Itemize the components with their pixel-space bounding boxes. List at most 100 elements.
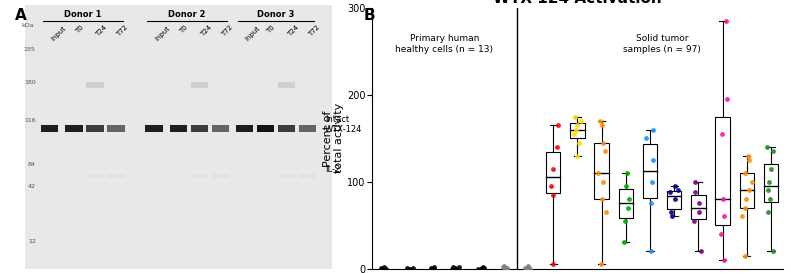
Point — [687, 219, 700, 223]
Point — [551, 123, 564, 128]
Point — [478, 266, 490, 270]
Text: Input: Input — [50, 25, 66, 42]
Bar — [41, 125, 59, 132]
Point — [425, 266, 437, 270]
Bar — [211, 125, 229, 132]
Point — [740, 197, 752, 201]
Bar — [546, 152, 561, 193]
Point — [645, 201, 657, 206]
Point — [551, 145, 563, 149]
Point — [595, 262, 607, 266]
Point — [714, 232, 727, 236]
Point — [689, 190, 702, 194]
Point — [567, 132, 580, 136]
Point — [619, 184, 632, 188]
Text: 12: 12 — [28, 239, 36, 244]
Point — [428, 266, 441, 271]
Point — [720, 19, 732, 24]
Point — [765, 167, 778, 171]
Bar — [146, 125, 163, 132]
Point — [569, 115, 581, 119]
Point — [645, 179, 658, 184]
Text: Donor 3: Donor 3 — [257, 10, 294, 19]
Text: T72: T72 — [220, 25, 233, 38]
Bar — [66, 125, 83, 132]
Point — [475, 266, 488, 270]
Point — [547, 193, 559, 197]
Point — [693, 210, 706, 214]
Bar — [25, 5, 331, 269]
Text: 116: 116 — [25, 118, 36, 123]
Text: Primary human
healthy cells (n = 13): Primary human healthy cells (n = 13) — [396, 34, 494, 54]
Text: 180: 180 — [25, 80, 36, 85]
Point — [547, 262, 559, 266]
Point — [407, 266, 419, 270]
Bar — [211, 174, 229, 178]
Point — [573, 141, 585, 145]
Bar — [191, 82, 208, 88]
Point — [745, 179, 758, 184]
Point — [571, 153, 584, 158]
Text: T24: T24 — [286, 25, 300, 38]
Text: Donor 2: Donor 2 — [168, 10, 206, 19]
Point — [596, 197, 608, 201]
Point — [717, 197, 729, 201]
Point — [763, 179, 776, 184]
Text: T24: T24 — [95, 25, 108, 38]
Bar — [570, 123, 585, 138]
Point — [524, 266, 536, 271]
Bar — [643, 144, 657, 198]
Point — [476, 265, 489, 269]
Point — [718, 258, 731, 262]
Point — [380, 266, 392, 271]
Point — [694, 249, 707, 253]
Bar — [278, 82, 295, 88]
Point — [475, 266, 487, 271]
Point — [446, 266, 459, 271]
Point — [718, 214, 731, 219]
Point — [428, 265, 441, 269]
Point — [672, 188, 684, 193]
Point — [404, 266, 417, 271]
Point — [664, 190, 676, 194]
Bar — [278, 174, 295, 178]
Point — [741, 153, 754, 158]
Text: T0: T0 — [74, 25, 85, 35]
Point — [646, 127, 659, 132]
Point — [471, 266, 484, 271]
Bar — [298, 125, 316, 132]
Text: T0: T0 — [266, 25, 276, 35]
Bar — [191, 125, 208, 132]
Bar — [257, 125, 274, 132]
Point — [669, 184, 682, 188]
Point — [596, 141, 609, 145]
Bar — [278, 125, 295, 132]
Text: Input: Input — [244, 25, 262, 42]
Point — [647, 158, 660, 162]
Point — [500, 266, 513, 271]
Text: kDa: kDa — [21, 23, 34, 28]
Text: 235: 235 — [24, 47, 36, 52]
Point — [640, 136, 653, 141]
Text: A: A — [15, 8, 27, 23]
Point — [594, 119, 607, 123]
Point — [739, 206, 751, 210]
Point — [519, 266, 532, 270]
Point — [401, 266, 414, 270]
Point — [376, 266, 388, 271]
Point — [449, 266, 462, 270]
Point — [618, 240, 630, 245]
Point — [689, 179, 702, 184]
Bar — [619, 189, 633, 218]
Point — [736, 214, 749, 219]
Point — [447, 265, 460, 269]
Point — [715, 132, 728, 136]
Point — [375, 266, 388, 270]
Bar — [86, 82, 104, 88]
Point — [547, 167, 559, 171]
Text: T72: T72 — [115, 25, 129, 38]
Title: WTX-124 Activation: WTX-124 Activation — [493, 0, 662, 6]
Text: Intact
WTX-124: Intact WTX-124 — [324, 115, 362, 134]
Point — [475, 266, 487, 271]
Bar — [715, 117, 730, 225]
